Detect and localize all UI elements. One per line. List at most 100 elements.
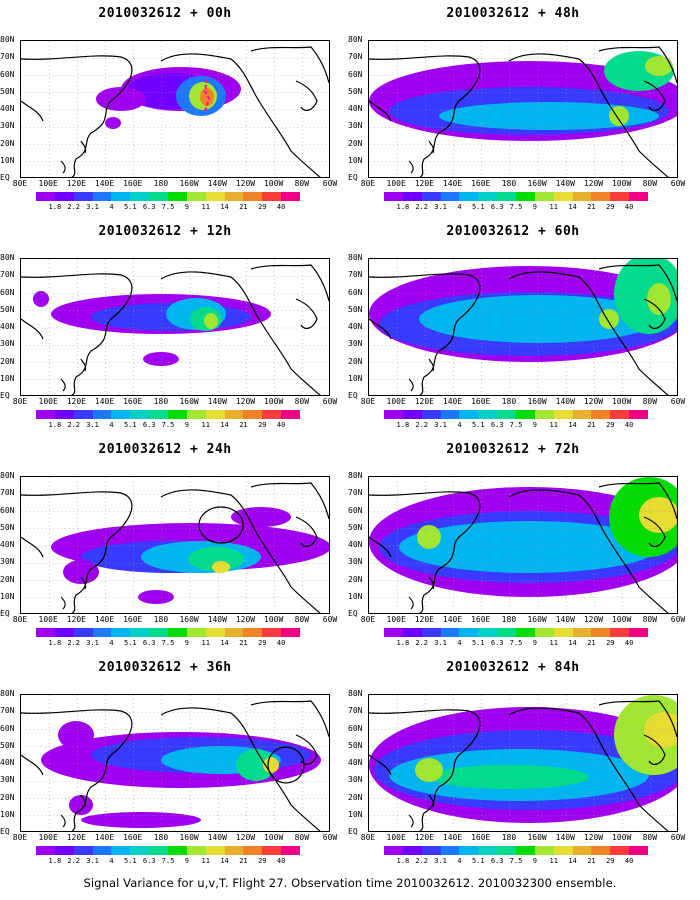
- y-tick-label: 70N: [348, 488, 363, 498]
- map-svg: [21, 477, 329, 613]
- variance-field-region: [263, 757, 279, 773]
- variance-field-region: [69, 795, 93, 815]
- x-tick-label: 140E: [94, 179, 115, 188]
- y-tick-label: 60N: [0, 287, 15, 297]
- colorbar-swatch: [478, 410, 498, 419]
- colorbar-label: 1.8: [396, 421, 410, 429]
- map-plot-area: [20, 476, 330, 614]
- colorbar-labels: 1.8 2.2 3.1 4 5.1 6.3 7.5 9 11 14 21 29 40: [36, 857, 300, 865]
- colorbar-swatch: [516, 410, 535, 419]
- colorbar-swatch: [168, 628, 187, 637]
- colorbar-label: 2.2: [415, 857, 429, 865]
- y-tick-label: 70N: [348, 706, 363, 716]
- colorbar-label: 4: [457, 857, 462, 865]
- y-tick-label: EQ: [0, 173, 10, 182]
- x-tick-label: 80E: [12, 397, 28, 406]
- x-tick-label: 100W: [611, 397, 632, 406]
- y-tick-label: 20N: [348, 792, 363, 802]
- variance-field-region: [417, 525, 441, 549]
- colorbar-label: 2.2: [67, 857, 81, 865]
- colorbar-swatch: [168, 410, 187, 419]
- variance-field-region: [96, 87, 146, 111]
- colorbar-labels: 1.8 2.2 3.1 4 5.1 6.3 7.5 9 11 14 21 29 40: [384, 639, 648, 647]
- x-tick-label: 60W: [322, 397, 338, 406]
- colorbar-swatch: [149, 628, 169, 637]
- colorbar-swatch: [534, 628, 554, 637]
- colorbar-swatch: [224, 846, 244, 855]
- map-svg: [369, 477, 677, 613]
- y-tick-label: 80N: [348, 689, 363, 698]
- variance-field-region: [439, 102, 659, 130]
- colorbar-swatch: [149, 846, 169, 855]
- colorbar-swatch: [73, 410, 93, 419]
- colorbar-swatch: [459, 410, 479, 419]
- colorbar-label: 21: [239, 639, 248, 647]
- colorbar-swatch: [73, 628, 93, 637]
- colorbar-label: 21: [587, 639, 596, 647]
- colorbar-label: 7.5: [509, 857, 523, 865]
- y-tick-label: 20N: [0, 574, 15, 584]
- y-tick-label: 10N: [0, 809, 15, 819]
- colorbar-swatch: [130, 846, 150, 855]
- colorbar-label: 40: [276, 421, 286, 429]
- colorbar-swatch: [421, 846, 441, 855]
- colorbar-label: 5.1: [471, 639, 485, 647]
- colorbar-label: 21: [239, 203, 248, 211]
- variance-field-region: [58, 721, 94, 749]
- y-axis-labels: 80N 70N 60N 50N 40N 30N 20N 10N EQ: [0, 690, 20, 836]
- highlight-circle: [267, 746, 305, 784]
- y-tick-label: 30N: [0, 339, 15, 349]
- x-tick-label: 100W: [263, 615, 284, 624]
- colorbar: [384, 410, 649, 419]
- map-panel: 2010032612 + 48h 80N 70N 60N 50N 40N 30N 20N 10N…: [348, 6, 685, 213]
- x-axis-labels: 80E 100E 120E 140E 160E 180 160W 140W 120W 100W 80…: [13, 615, 337, 625]
- colorbar-labels: 1.8 2.2 3.1 4 5.1 6.3 7.5 9 11 14 21 29 40: [36, 203, 300, 211]
- colorbar-swatch: [243, 410, 263, 419]
- colorbar-swatch: [111, 628, 131, 637]
- x-axis-labels: 80E 100E 120E 140E 160E 180 160W 140W 120W 100W 80…: [13, 179, 337, 189]
- x-axis-labels: 80E 100E 120E 140E 160E 180 160W 140W 120W 100W 80…: [361, 833, 685, 843]
- colorbar-label: 40: [624, 639, 634, 647]
- y-tick-label: 80N: [0, 35, 15, 44]
- y-tick-label: 30N: [0, 121, 15, 131]
- coastline: [369, 100, 392, 122]
- colorbar-label: 11: [549, 421, 558, 429]
- y-tick-label: 30N: [0, 775, 15, 785]
- x-tick-label: 80W: [294, 833, 310, 842]
- y-axis-labels: 80N 70N 60N 50N 40N 30N 20N 10N EQ: [348, 254, 368, 400]
- variance-field-region: [419, 295, 659, 343]
- coastline: [369, 318, 392, 340]
- y-tick-label: 60N: [348, 287, 363, 297]
- colorbar-swatch: [111, 410, 131, 419]
- y-tick-label: 50N: [348, 86, 363, 96]
- colorbar-swatch: [54, 192, 74, 201]
- colorbar-swatch: [186, 192, 206, 201]
- coastline: [643, 734, 666, 765]
- colorbar-label: 3.1: [86, 203, 99, 211]
- x-tick-label: 60W: [670, 179, 686, 188]
- coastline: [250, 482, 329, 520]
- colorbar-label: 3.1: [86, 421, 99, 429]
- coastline: [408, 814, 414, 828]
- colorbar-label: 5.1: [123, 203, 137, 211]
- x-tick-label: 180: [153, 833, 169, 842]
- x-tick-label: 100W: [263, 833, 284, 842]
- variance-field-region: [212, 561, 230, 573]
- y-tick-label: EQ: [348, 609, 358, 618]
- x-tick-label: 100E: [386, 397, 406, 406]
- colorbar-label: 40: [276, 639, 286, 647]
- colorbar-swatch: [572, 628, 592, 637]
- x-tick-label: 180: [153, 615, 169, 624]
- y-tick-label: 60N: [0, 69, 15, 79]
- y-tick-label: 20N: [348, 356, 363, 366]
- variance-field-region: [639, 497, 677, 533]
- y-tick-label: 20N: [0, 138, 15, 148]
- y-tick-label: 10N: [348, 591, 363, 601]
- x-tick-label: 120W: [583, 179, 604, 188]
- colorbar-labels: 1.8 2.2 3.1 4 5.1 6.3 7.5 9 11 14 21 29 40: [384, 421, 648, 429]
- colorbar-swatch: [459, 846, 479, 855]
- map-plot-area: [368, 694, 678, 832]
- coastline: [60, 378, 66, 392]
- colorbar-swatch: [149, 410, 169, 419]
- coastline: [369, 491, 481, 613]
